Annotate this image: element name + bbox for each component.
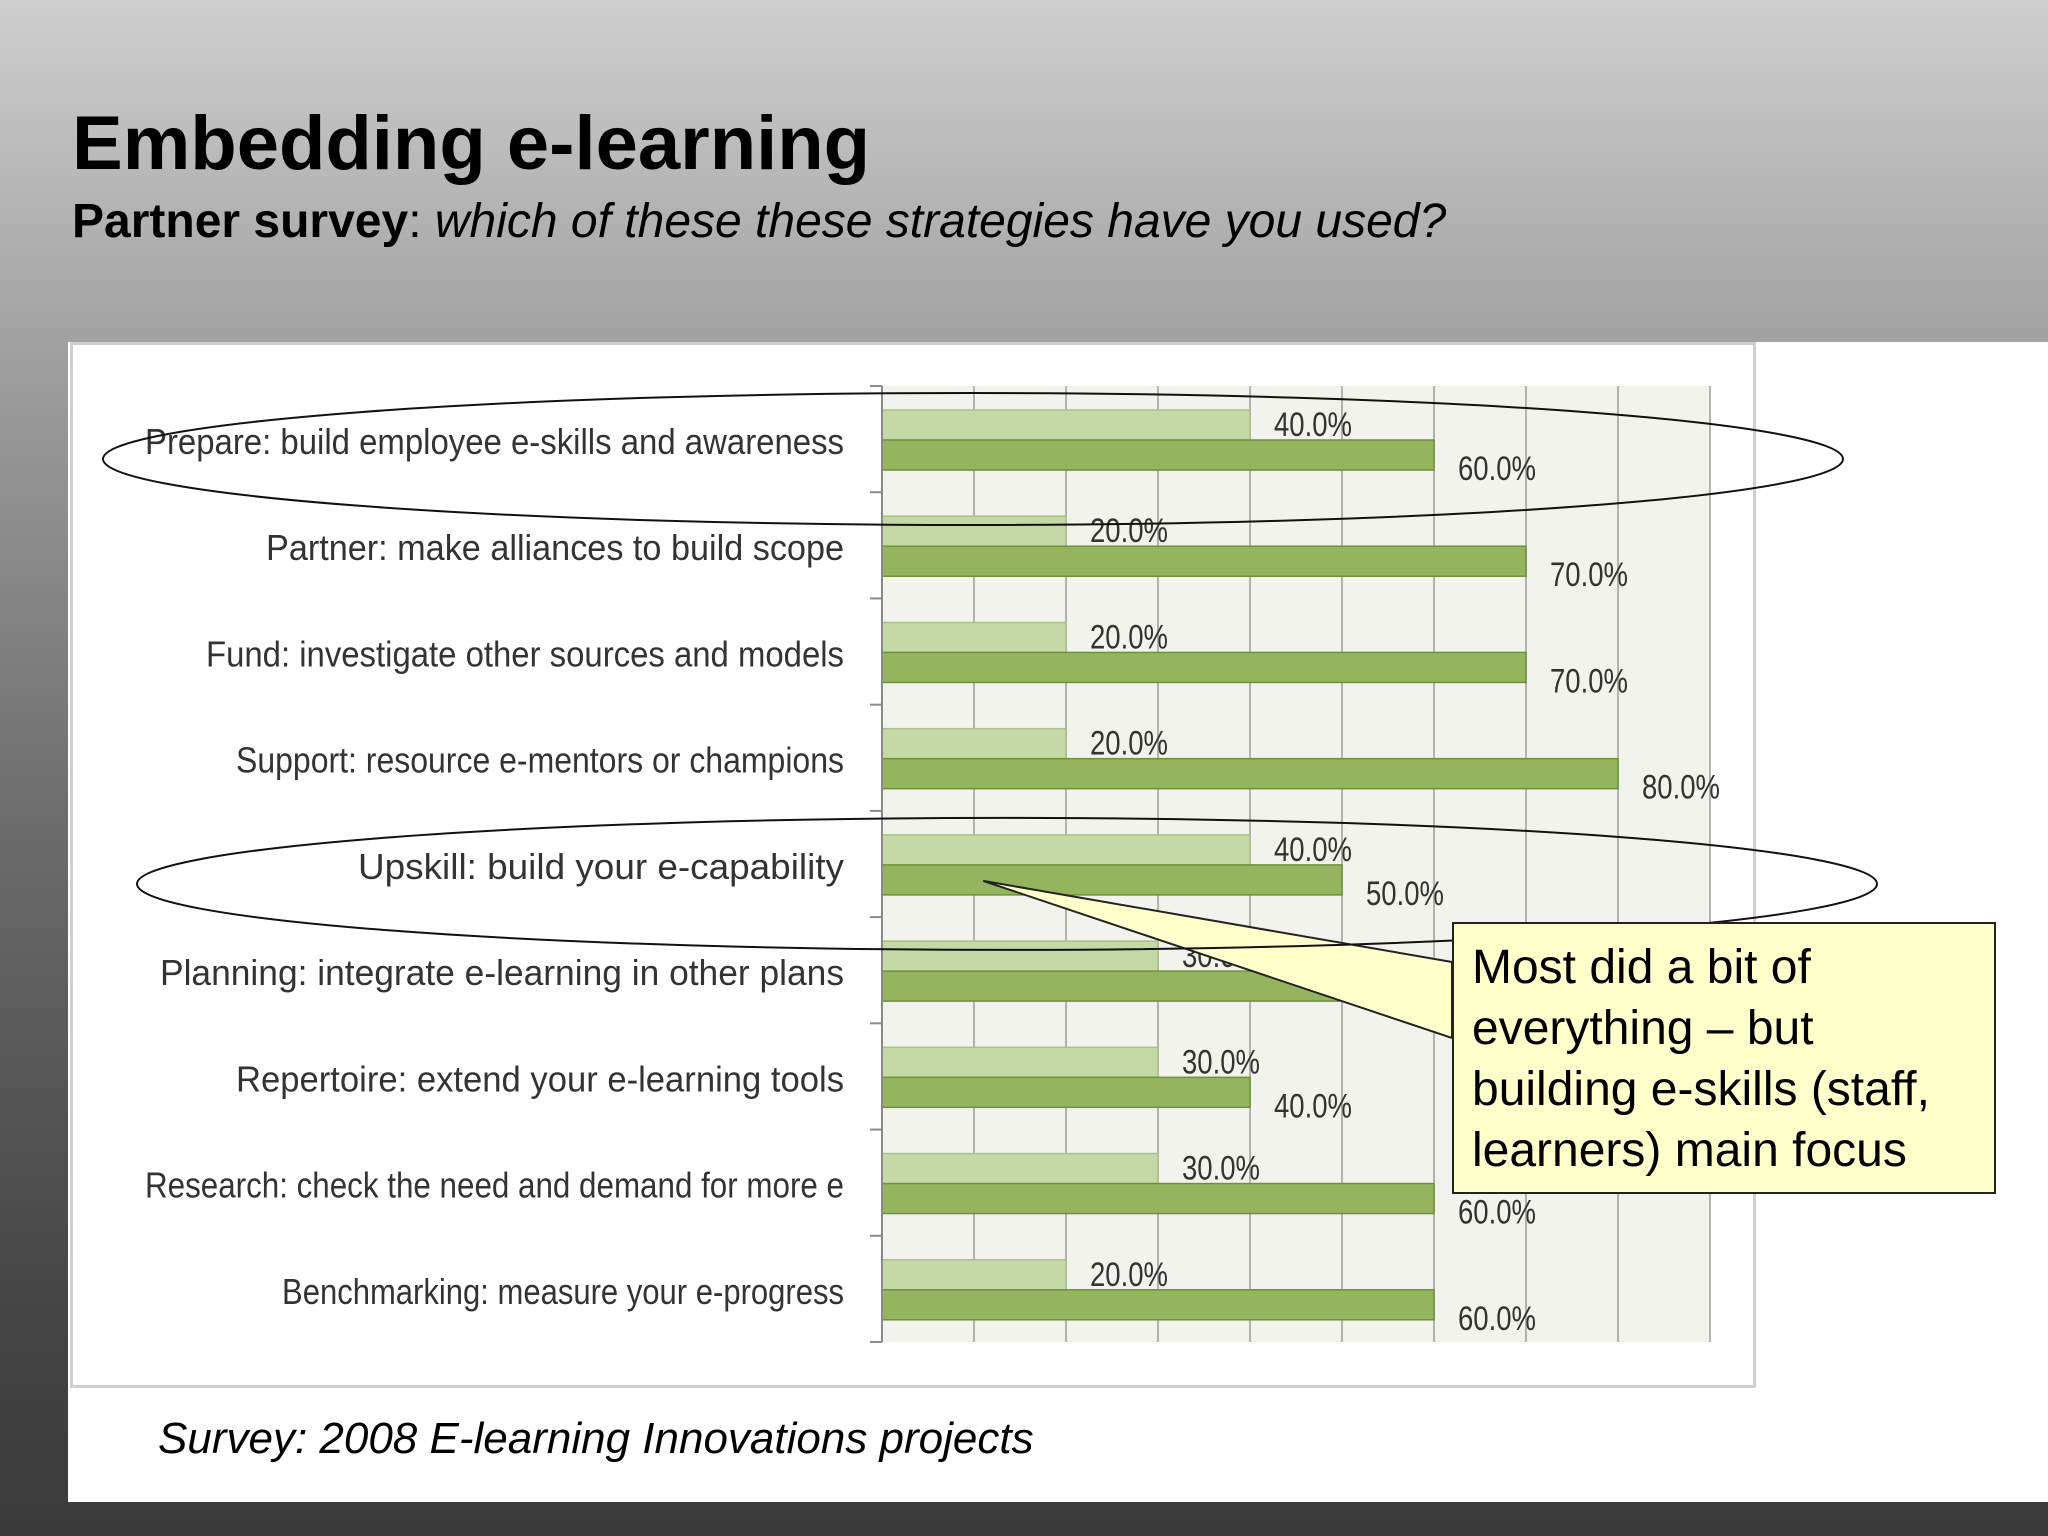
- bar-series-2: [881, 757, 1619, 790]
- highlight-ellipse: [102, 392, 1844, 526]
- category-label: Planning: integrate e-learning in other …: [160, 952, 844, 993]
- category-label: Fund: investigate other sources and mode…: [206, 633, 844, 674]
- bar-series-1: [881, 409, 1251, 441]
- category-label: Repertoire: extend your e-learning tools: [236, 1058, 844, 1099]
- subtitle-colon: :: [408, 195, 422, 248]
- category-label: Benchmarking: measure your e-progress: [282, 1271, 844, 1312]
- data-label-series-1: 20.0%: [1090, 1256, 1168, 1294]
- data-label-series-1: 20.0%: [1090, 725, 1168, 763]
- data-label-series-1: 20.0%: [1090, 512, 1168, 550]
- slide-title: Embedding e-learning: [72, 101, 871, 186]
- category-label: Research: check the need and demand for …: [145, 1165, 844, 1206]
- bar-series-2: [881, 1076, 1251, 1109]
- bar-series-2: [881, 864, 1343, 896]
- data-label-series-1: 40.0%: [1274, 831, 1352, 869]
- slide-subtitle: Partner survey: which of these these str…: [72, 198, 1446, 246]
- data-label-series-2: 60.0%: [1458, 1300, 1536, 1338]
- data-label-series-2: 80.0%: [1642, 769, 1720, 807]
- bar-series-1: [881, 940, 1159, 972]
- highlight-ellipse: [136, 816, 1878, 951]
- data-label-series-2: 70.0%: [1550, 556, 1628, 594]
- category-label: Prepare: build employee e-skills and awa…: [145, 421, 844, 462]
- data-label-series-2: 60.0%: [1458, 450, 1536, 488]
- bar-series-2: [881, 439, 1435, 471]
- bar-series-2: [881, 545, 1527, 577]
- data-label-series-2: 70.0%: [1550, 662, 1628, 700]
- category-label: Support: resource e-mentors or champions: [236, 740, 844, 781]
- bar-series-1: [881, 1152, 1159, 1185]
- category-label: Partner: make alliances to build scope: [266, 527, 844, 568]
- source-note: Survey: 2008 E-learning Innovations proj…: [158, 1414, 1034, 1463]
- data-label-series-1: 30.0%: [1182, 1150, 1260, 1188]
- category-label: Upskill: build your e-capability: [358, 846, 844, 887]
- data-label-series-2: 60.0%: [1458, 1194, 1536, 1232]
- subtitle-question: which of these these strategies have you…: [421, 195, 1447, 248]
- data-label-series-1: 30.0%: [1182, 1043, 1260, 1081]
- callout-box: Most did a bit of everything – but build…: [1452, 922, 1996, 1194]
- data-label-series-2: 40.0%: [1274, 1087, 1352, 1125]
- bar-series-2: [881, 1289, 1435, 1321]
- data-label-series-2: 50.0%: [1366, 875, 1444, 913]
- bar-series-1: [881, 1259, 1067, 1291]
- bar-series-2: [881, 1182, 1435, 1215]
- data-label-series-1: 40.0%: [1274, 406, 1352, 444]
- bar-series-1: [881, 727, 1067, 760]
- bar-series-1: [881, 515, 1067, 547]
- bar-series-1: [881, 621, 1067, 654]
- data-label-series-1: 20.0%: [1090, 618, 1168, 656]
- bar-series-2: [881, 651, 1527, 684]
- subtitle-bold: Partner survey: [72, 195, 409, 248]
- bar-series-1: [881, 1046, 1159, 1079]
- bar-series-1: [881, 834, 1251, 866]
